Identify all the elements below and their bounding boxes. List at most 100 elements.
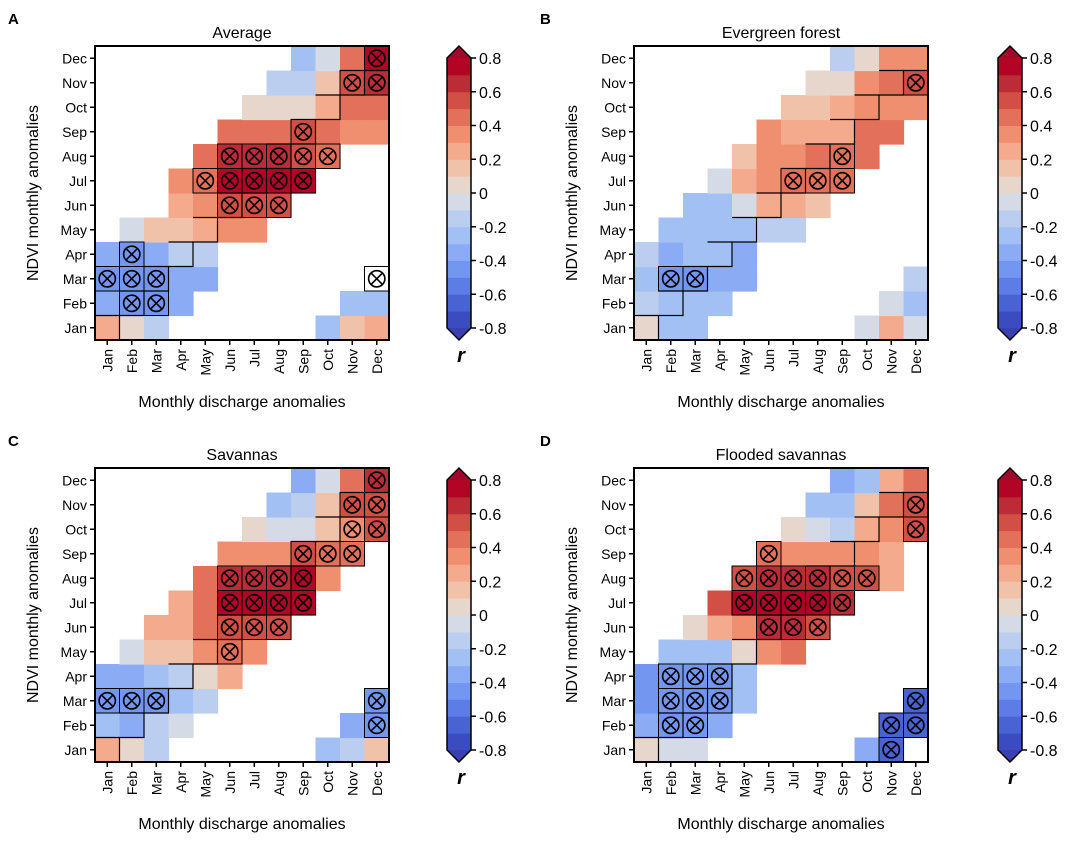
heatmap-cells	[634, 46, 929, 341]
panel-letter: C	[8, 433, 19, 450]
y-tick-label: May	[600, 644, 626, 660]
x-tick-label: Dec	[369, 349, 385, 374]
y-tick-label: May	[61, 644, 87, 660]
heatmap-cell	[781, 193, 807, 219]
heatmap-cell	[854, 737, 880, 763]
colorbar-band	[998, 125, 1022, 143]
colorbar-band	[998, 615, 1022, 633]
colorbar-band	[998, 530, 1022, 548]
colorbar-tick-label: 0.4	[1030, 541, 1052, 558]
y-tick-label: Apr	[65, 668, 87, 684]
colorbar-band	[447, 209, 471, 228]
heatmap-cell	[364, 737, 390, 763]
heatmap-cell	[119, 664, 145, 690]
colorbar-band	[447, 226, 471, 245]
colorbar-band	[998, 209, 1022, 228]
y-tick-label: Apr	[604, 246, 626, 262]
heatmap-cell	[707, 713, 733, 739]
heatmap-cell	[854, 468, 880, 494]
heatmap-cell	[732, 193, 758, 219]
heatmap-cell	[315, 119, 341, 145]
y-tick-label: Mar	[602, 693, 626, 709]
colorbar-band	[447, 159, 471, 177]
y-tick-label: Nov	[62, 75, 87, 91]
heatmap-cell	[707, 266, 733, 292]
x-tick-label: Apr	[712, 349, 728, 371]
colorbar-band	[998, 631, 1022, 650]
y-tick-label: May	[61, 222, 87, 238]
axes-frame	[94, 467, 390, 763]
x-tick-label: Mar	[148, 771, 164, 795]
colorbar-band	[998, 665, 1022, 683]
colorbar-tick-label: -0.6	[1030, 287, 1058, 304]
colorbar-tick-label: -0.6	[1030, 709, 1058, 726]
heatmap-cell	[805, 95, 831, 121]
x-tick-label: Jun	[761, 771, 777, 794]
colorbar-tick-label: 0	[1030, 186, 1039, 203]
x-tick-label: Jun	[761, 349, 777, 372]
heatmap-cell	[781, 541, 807, 567]
heatmap-cell	[291, 468, 317, 494]
colorbar-tick-label: 0.6	[1030, 85, 1052, 102]
y-tick-label: Jul	[69, 595, 87, 611]
heatmap-cell	[242, 119, 268, 145]
colorbar-tick-label: -0.8	[1030, 321, 1058, 338]
colorbar-tick-label: 0.6	[479, 507, 501, 524]
y-tick-label: Jan	[64, 742, 87, 758]
significance-markers	[658, 492, 929, 763]
colorbar-band	[447, 631, 471, 650]
heatmap-cell	[805, 492, 831, 518]
heatmap-cell	[193, 590, 219, 616]
heatmap-cell	[168, 639, 194, 665]
colorbar-band	[447, 176, 471, 194]
significant-cell-outline	[682, 266, 708, 292]
x-tick-label: Feb	[124, 349, 140, 373]
significant-cell-outline	[143, 290, 169, 316]
heatmap-cell	[266, 119, 292, 145]
y-tick-label: Oct	[604, 99, 626, 115]
heatmap-cell	[315, 70, 341, 96]
x-tick-label: Jul	[785, 349, 801, 367]
y-tick-label: Jul	[69, 173, 87, 189]
colorbar-band	[998, 243, 1022, 261]
y-axis-label: NDVI monthly anomalies	[564, 105, 581, 281]
heatmap-cell	[119, 639, 145, 665]
x-tick-label: Aug	[810, 771, 826, 796]
heatmap-cell	[634, 266, 660, 292]
heatmap-cell	[364, 95, 390, 121]
colorbar-tick-label: 0	[479, 186, 488, 203]
y-tick-label: Oct	[65, 521, 87, 537]
heatmap-cell	[144, 664, 170, 690]
heatmap-cell	[634, 242, 660, 268]
heatmap-cell	[144, 737, 170, 763]
y-tick-label: Sep	[601, 546, 626, 562]
colorbar-band	[998, 682, 1022, 700]
colorbar-max-arrow	[447, 46, 471, 58]
y-tick-label: Aug	[601, 570, 626, 586]
x-axis-label: Monthly discharge anomalies	[138, 394, 345, 411]
heatmap-cell	[854, 144, 880, 170]
heatmap-cell	[830, 95, 856, 121]
y-tick-label: May	[600, 222, 626, 238]
y-tick-label: Nov	[601, 75, 626, 91]
y-tick-label: Jun	[603, 619, 626, 635]
heatmap-cell	[732, 639, 758, 665]
heatmap-cell	[707, 291, 733, 317]
colorbar-band	[447, 665, 471, 683]
colorbar-band	[447, 716, 471, 734]
colorbar-tick-label: 0.6	[1030, 507, 1052, 524]
panel-a: A Average Jan Feb Mar Apr May Jun Jul Aug Sep Oct No…	[8, 11, 507, 411]
heatmap-cell	[168, 615, 194, 641]
heatmap-cell	[756, 144, 782, 170]
heatmap-cell	[242, 95, 268, 121]
y-tick-label: Mar	[602, 271, 626, 287]
colorbar-band	[447, 513, 471, 532]
significance-markers	[94, 467, 390, 738]
colorbar-band	[998, 58, 1022, 76]
colorbar-min-arrow	[998, 750, 1022, 762]
heatmap-cell	[95, 737, 121, 763]
heatmap-cell	[193, 688, 219, 714]
chart-title: Average	[212, 25, 271, 42]
colorbar-band	[447, 243, 471, 261]
significant-cell-outline	[829, 168, 855, 194]
